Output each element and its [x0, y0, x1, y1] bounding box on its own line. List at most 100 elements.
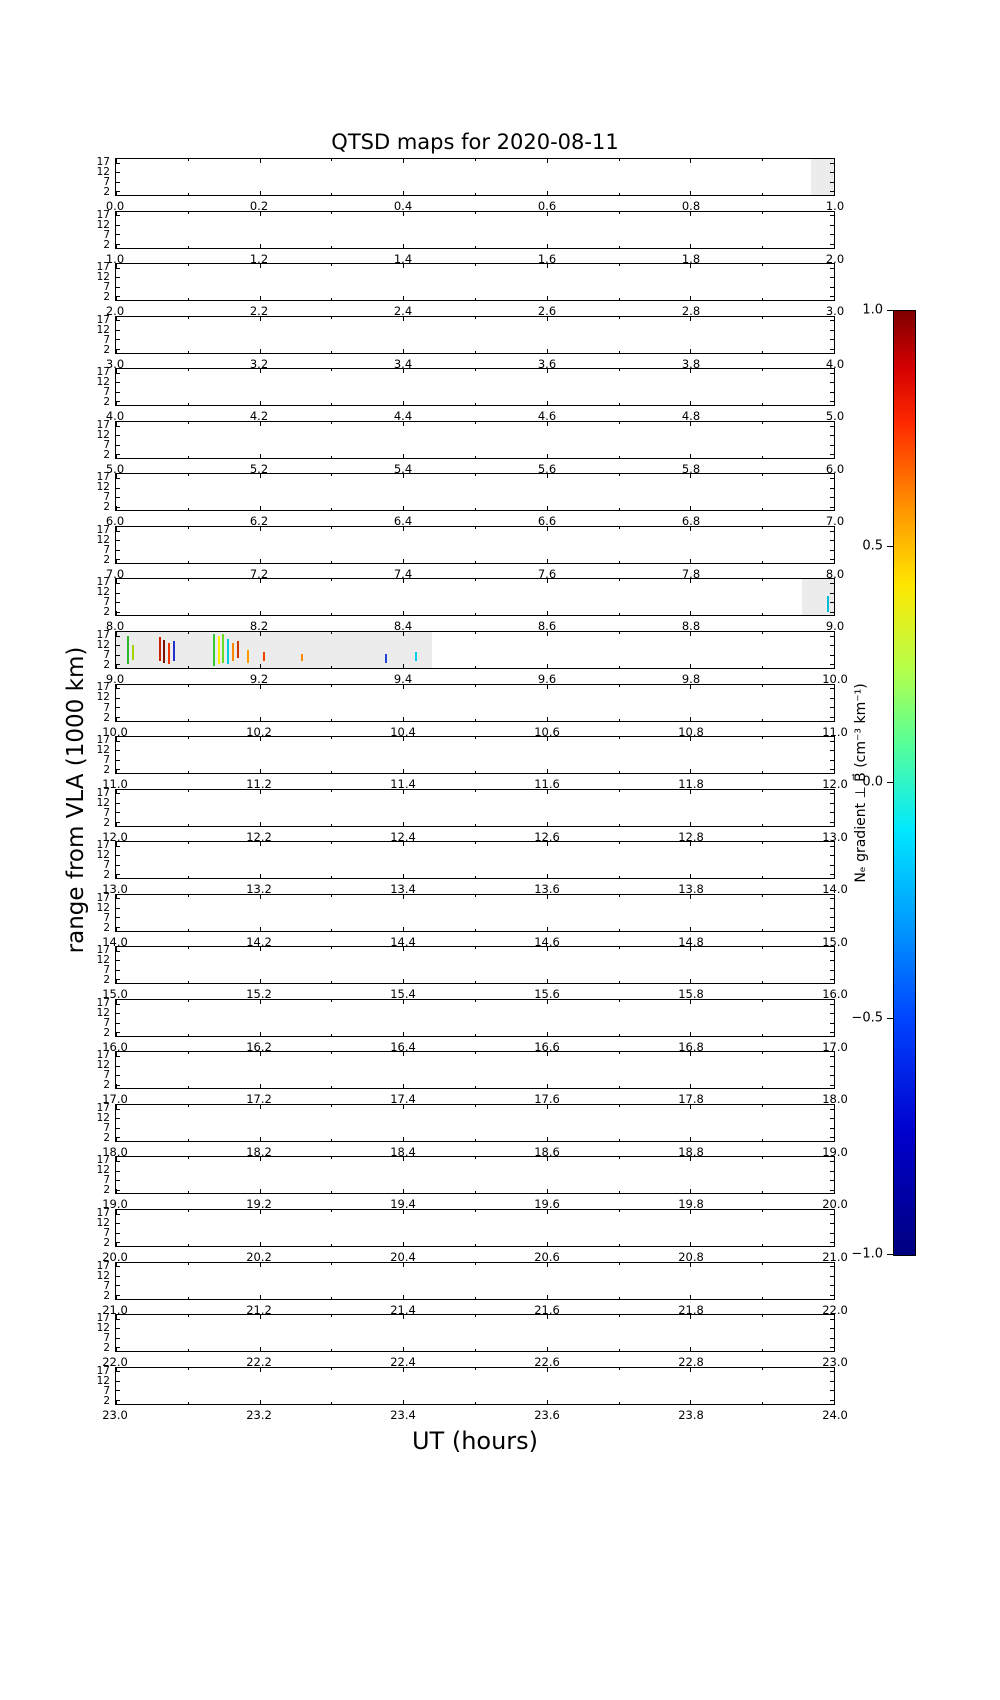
y-tick-label: 12	[96, 1216, 110, 1229]
x-tick-minor	[331, 455, 333, 458]
x-tick-label: 4.8	[681, 409, 701, 424]
y-tick-left	[116, 1318, 120, 1320]
x-tick-minor	[762, 560, 764, 563]
x-tick-label: 19.0	[102, 1197, 128, 1212]
data-point	[247, 649, 250, 663]
x-tick-minor	[762, 1191, 764, 1194]
y-tick-right	[830, 1399, 834, 1401]
y-tick-left	[116, 1065, 120, 1067]
x-tick-label: 16.4	[390, 1039, 416, 1054]
x-tick-minor	[331, 1262, 333, 1265]
x-tick-major	[690, 631, 692, 636]
data-point	[163, 639, 166, 663]
y-tick-right	[830, 688, 834, 690]
y-tick-right	[830, 453, 834, 455]
subplot-row	[115, 315, 835, 354]
y-tick-right	[830, 339, 834, 341]
x-tick-minor	[331, 737, 333, 740]
x-tick-major	[259, 558, 261, 563]
x-tick-minor	[618, 1210, 620, 1212]
y-tick-left	[116, 286, 120, 288]
x-tick-label: 16.8	[678, 1039, 704, 1054]
x-tick-minor	[618, 455, 620, 458]
y-tick-label: 7	[103, 386, 110, 399]
y-tick-right	[830, 1022, 834, 1024]
x-tick-major	[834, 1242, 835, 1246]
y-tick-label: 17	[96, 1101, 110, 1114]
y-tick-label: 2	[103, 1026, 110, 1039]
y-tick-right	[830, 979, 834, 981]
x-tick-major	[690, 1367, 692, 1372]
x-tick-minor	[762, 350, 764, 353]
x-tick-major	[690, 243, 692, 248]
y-tick-left	[116, 970, 120, 971]
x-tick-minor	[618, 771, 620, 774]
x-tick-label: 20.0	[102, 1250, 128, 1264]
x-tick-minor	[331, 1315, 333, 1318]
x-tick-label: 14.8	[678, 934, 704, 949]
x-tick-major	[403, 684, 405, 689]
x-tick-minor	[762, 665, 764, 668]
subplot-row	[115, 893, 835, 932]
y-tick-right	[830, 1032, 834, 1034]
x-tick-label: 1.0	[105, 251, 125, 266]
x-tick-minor	[618, 1104, 620, 1107]
x-tick-minor	[187, 159, 189, 161]
data-point	[232, 642, 235, 661]
x-tick-minor	[187, 1052, 189, 1055]
x-tick-major	[546, 243, 548, 248]
x-tick-minor	[331, 1086, 333, 1089]
y-tick-label: 17	[96, 1049, 110, 1062]
x-tick-major	[690, 611, 692, 616]
x-tick-label: 11.6	[534, 777, 560, 792]
y-tick-label: 12	[96, 218, 110, 231]
y-tick-label: 17	[96, 1312, 110, 1325]
data-coverage-region	[801, 579, 834, 616]
y-tick-label: 2	[103, 921, 110, 934]
x-tick-minor	[618, 665, 620, 668]
y-tick-left	[116, 1285, 120, 1287]
x-tick-major	[834, 401, 835, 405]
x-tick-major	[259, 947, 261, 952]
y-tick-label: 2	[103, 186, 110, 198]
y-tick-right	[830, 1266, 834, 1268]
x-tick-minor	[475, 455, 476, 458]
x-tick-major	[546, 926, 548, 931]
x-tick-minor	[187, 1157, 189, 1160]
x-tick-minor	[331, 981, 333, 984]
y-tick-left	[116, 917, 120, 919]
x-tick-minor	[331, 1210, 333, 1212]
y-tick-label: 7	[103, 228, 110, 241]
x-tick-minor	[475, 1191, 476, 1194]
x-tick-label: 10.6	[534, 724, 560, 739]
x-tick-minor	[762, 421, 764, 424]
x-tick-label: 2.0	[825, 251, 845, 266]
y-tick-label: 17	[96, 996, 110, 1009]
x-tick-label: 12.6	[534, 829, 560, 844]
x-tick-major	[834, 244, 835, 248]
x-tick-major	[546, 716, 548, 721]
x-tick-major	[116, 874, 117, 879]
y-tick-label: 2	[103, 816, 110, 829]
x-tick-minor	[762, 211, 764, 214]
x-tick-major	[259, 894, 261, 899]
x-tick-major	[116, 1294, 117, 1299]
x-tick-label: 14.4	[390, 934, 416, 949]
x-tick-major	[834, 454, 835, 458]
y-tick-left	[116, 296, 120, 298]
x-tick-minor	[618, 789, 620, 792]
colorbar-tick	[887, 1018, 893, 1019]
y-tick-left	[116, 506, 120, 508]
y-tick-left	[116, 1118, 120, 1120]
y-tick-label: 2	[103, 448, 110, 461]
x-tick-major	[403, 1242, 405, 1246]
x-tick-label: 23.4	[390, 1407, 416, 1422]
x-tick-minor	[475, 823, 476, 826]
subplot-row	[115, 788, 835, 827]
x-tick-major	[546, 663, 548, 668]
x-tick-minor	[618, 894, 620, 897]
x-tick-minor	[187, 718, 189, 721]
x-tick-label: 23.2	[246, 1407, 272, 1422]
x-tick-minor	[618, 1296, 620, 1299]
x-tick-major	[259, 737, 261, 742]
